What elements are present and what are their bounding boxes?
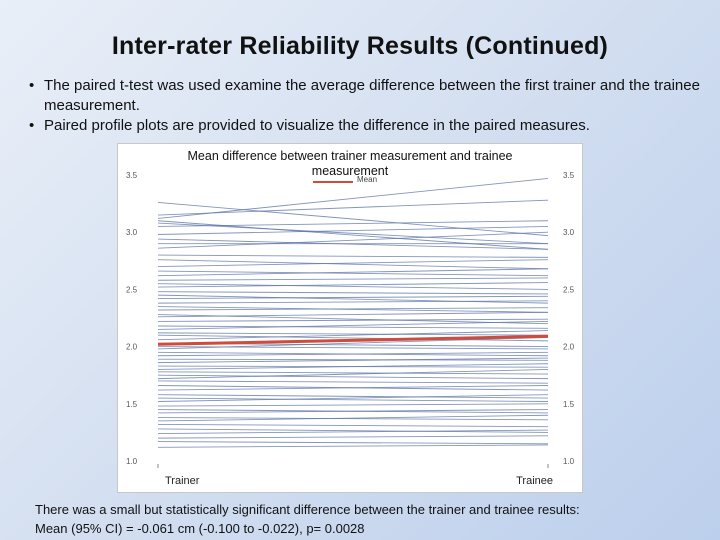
pair-line — [157, 294, 549, 304]
pair-line — [157, 295, 549, 300]
bullet-item: • Paired profile plots are provided to vi… — [26, 116, 706, 136]
pair-line — [157, 428, 549, 433]
pair-line — [157, 380, 549, 384]
pair-line — [157, 311, 549, 318]
pair-line — [157, 254, 549, 258]
bullet-text: The paired t-test was used examine the a… — [44, 77, 700, 114]
pair-line — [157, 444, 549, 448]
y-tick-label-left: 1.5 — [126, 400, 138, 409]
pair-line — [157, 300, 549, 304]
pair-line — [157, 199, 549, 216]
pair-line — [157, 282, 549, 288]
pair-line — [157, 259, 549, 270]
pair-line — [157, 363, 549, 370]
pair-line — [157, 414, 549, 422]
bullet-item: • The paired t-test was used examine the … — [26, 76, 706, 116]
pair-line — [157, 403, 549, 407]
y-tick-label-left: 1.0 — [126, 457, 138, 466]
pair-line — [157, 417, 549, 421]
y-tick-label-left: 2.5 — [126, 285, 138, 294]
pair-line — [157, 226, 549, 235]
pair-line — [157, 220, 549, 250]
pair-line — [157, 358, 549, 361]
bullet-dot: • — [29, 77, 35, 94]
y-tick-label-right: 3.5 — [563, 171, 575, 180]
pair-line — [157, 334, 549, 342]
pair-line — [157, 259, 549, 267]
y-tick-label-right: 2.5 — [563, 285, 575, 294]
pair-line — [157, 220, 549, 227]
pair-line — [157, 231, 549, 249]
pair-line — [157, 238, 549, 250]
pair-line — [157, 268, 549, 277]
pair-line — [157, 351, 549, 357]
pair-line — [157, 423, 549, 428]
pair-line — [157, 318, 549, 322]
x-category-label: Trainee — [516, 475, 553, 487]
x-category-label: Trainer — [165, 475, 200, 487]
pair-line — [157, 369, 549, 380]
y-tick-label-right: 1.0 — [563, 457, 575, 466]
pair-line — [157, 435, 549, 439]
pair-line — [157, 330, 549, 341]
pair-line — [157, 385, 549, 391]
mean-line — [157, 334, 549, 346]
legend-swatch-mean — [313, 181, 353, 183]
y-tick-label-right: 3.0 — [563, 228, 575, 237]
y-tick-label-right: 2.0 — [563, 343, 575, 352]
plot-area: 1.0 1.0 1.5 1.5 2.0 2.0 2.5 2.5 3.0 3.0 3.5 3.5 Trai… — [126, 171, 575, 487]
pair-line — [157, 325, 549, 329]
pair-line — [157, 283, 549, 290]
pair-line — [157, 394, 549, 399]
pair-line — [157, 397, 549, 402]
y-tick-label-left: 3.5 — [126, 171, 138, 180]
slide-title: Inter-rater Reliability Results (Continu… — [111, 32, 609, 60]
chart-title: Mean difference between trainer measurem… — [187, 149, 513, 178]
pair-line — [157, 306, 549, 313]
bullet-list: • The paired t-test was used examine the … — [26, 76, 706, 136]
bullet-dot: • — [29, 117, 35, 134]
pair-line — [157, 202, 549, 237]
pair-line — [157, 371, 549, 375]
pair-line — [157, 394, 549, 402]
y-tick-label-left: 2.0 — [126, 343, 138, 352]
profile-plot: Mean difference between trainer measurem… — [117, 143, 583, 493]
result-footnote: There was a small but statistically sign… — [35, 500, 715, 538]
pair-line — [157, 332, 549, 336]
bullet-text: Paired profile plots are provided to vis… — [44, 117, 590, 134]
y-tick-label-right: 1.5 — [563, 400, 575, 409]
pair-line — [157, 336, 549, 350]
pair-line — [157, 320, 549, 330]
y-tick-label-left: 3.0 — [126, 228, 138, 237]
footnote-line: There was a small but statistically sign… — [35, 502, 580, 517]
pair-line — [157, 270, 549, 277]
pair-line — [157, 277, 549, 281]
pair-line — [157, 291, 549, 295]
pair-line — [157, 441, 549, 445]
footnote-line: Mean (95% CI) = -0.061 cm (-0.100 to -0.… — [35, 521, 365, 536]
pair-line — [157, 177, 549, 219]
pair-line — [157, 429, 549, 434]
pair-line — [157, 374, 549, 380]
legend-label-mean: Mean — [357, 175, 378, 184]
pair-line — [157, 409, 549, 414]
pair-line — [157, 357, 549, 364]
pair-line — [157, 222, 549, 245]
pair-line — [157, 307, 549, 311]
